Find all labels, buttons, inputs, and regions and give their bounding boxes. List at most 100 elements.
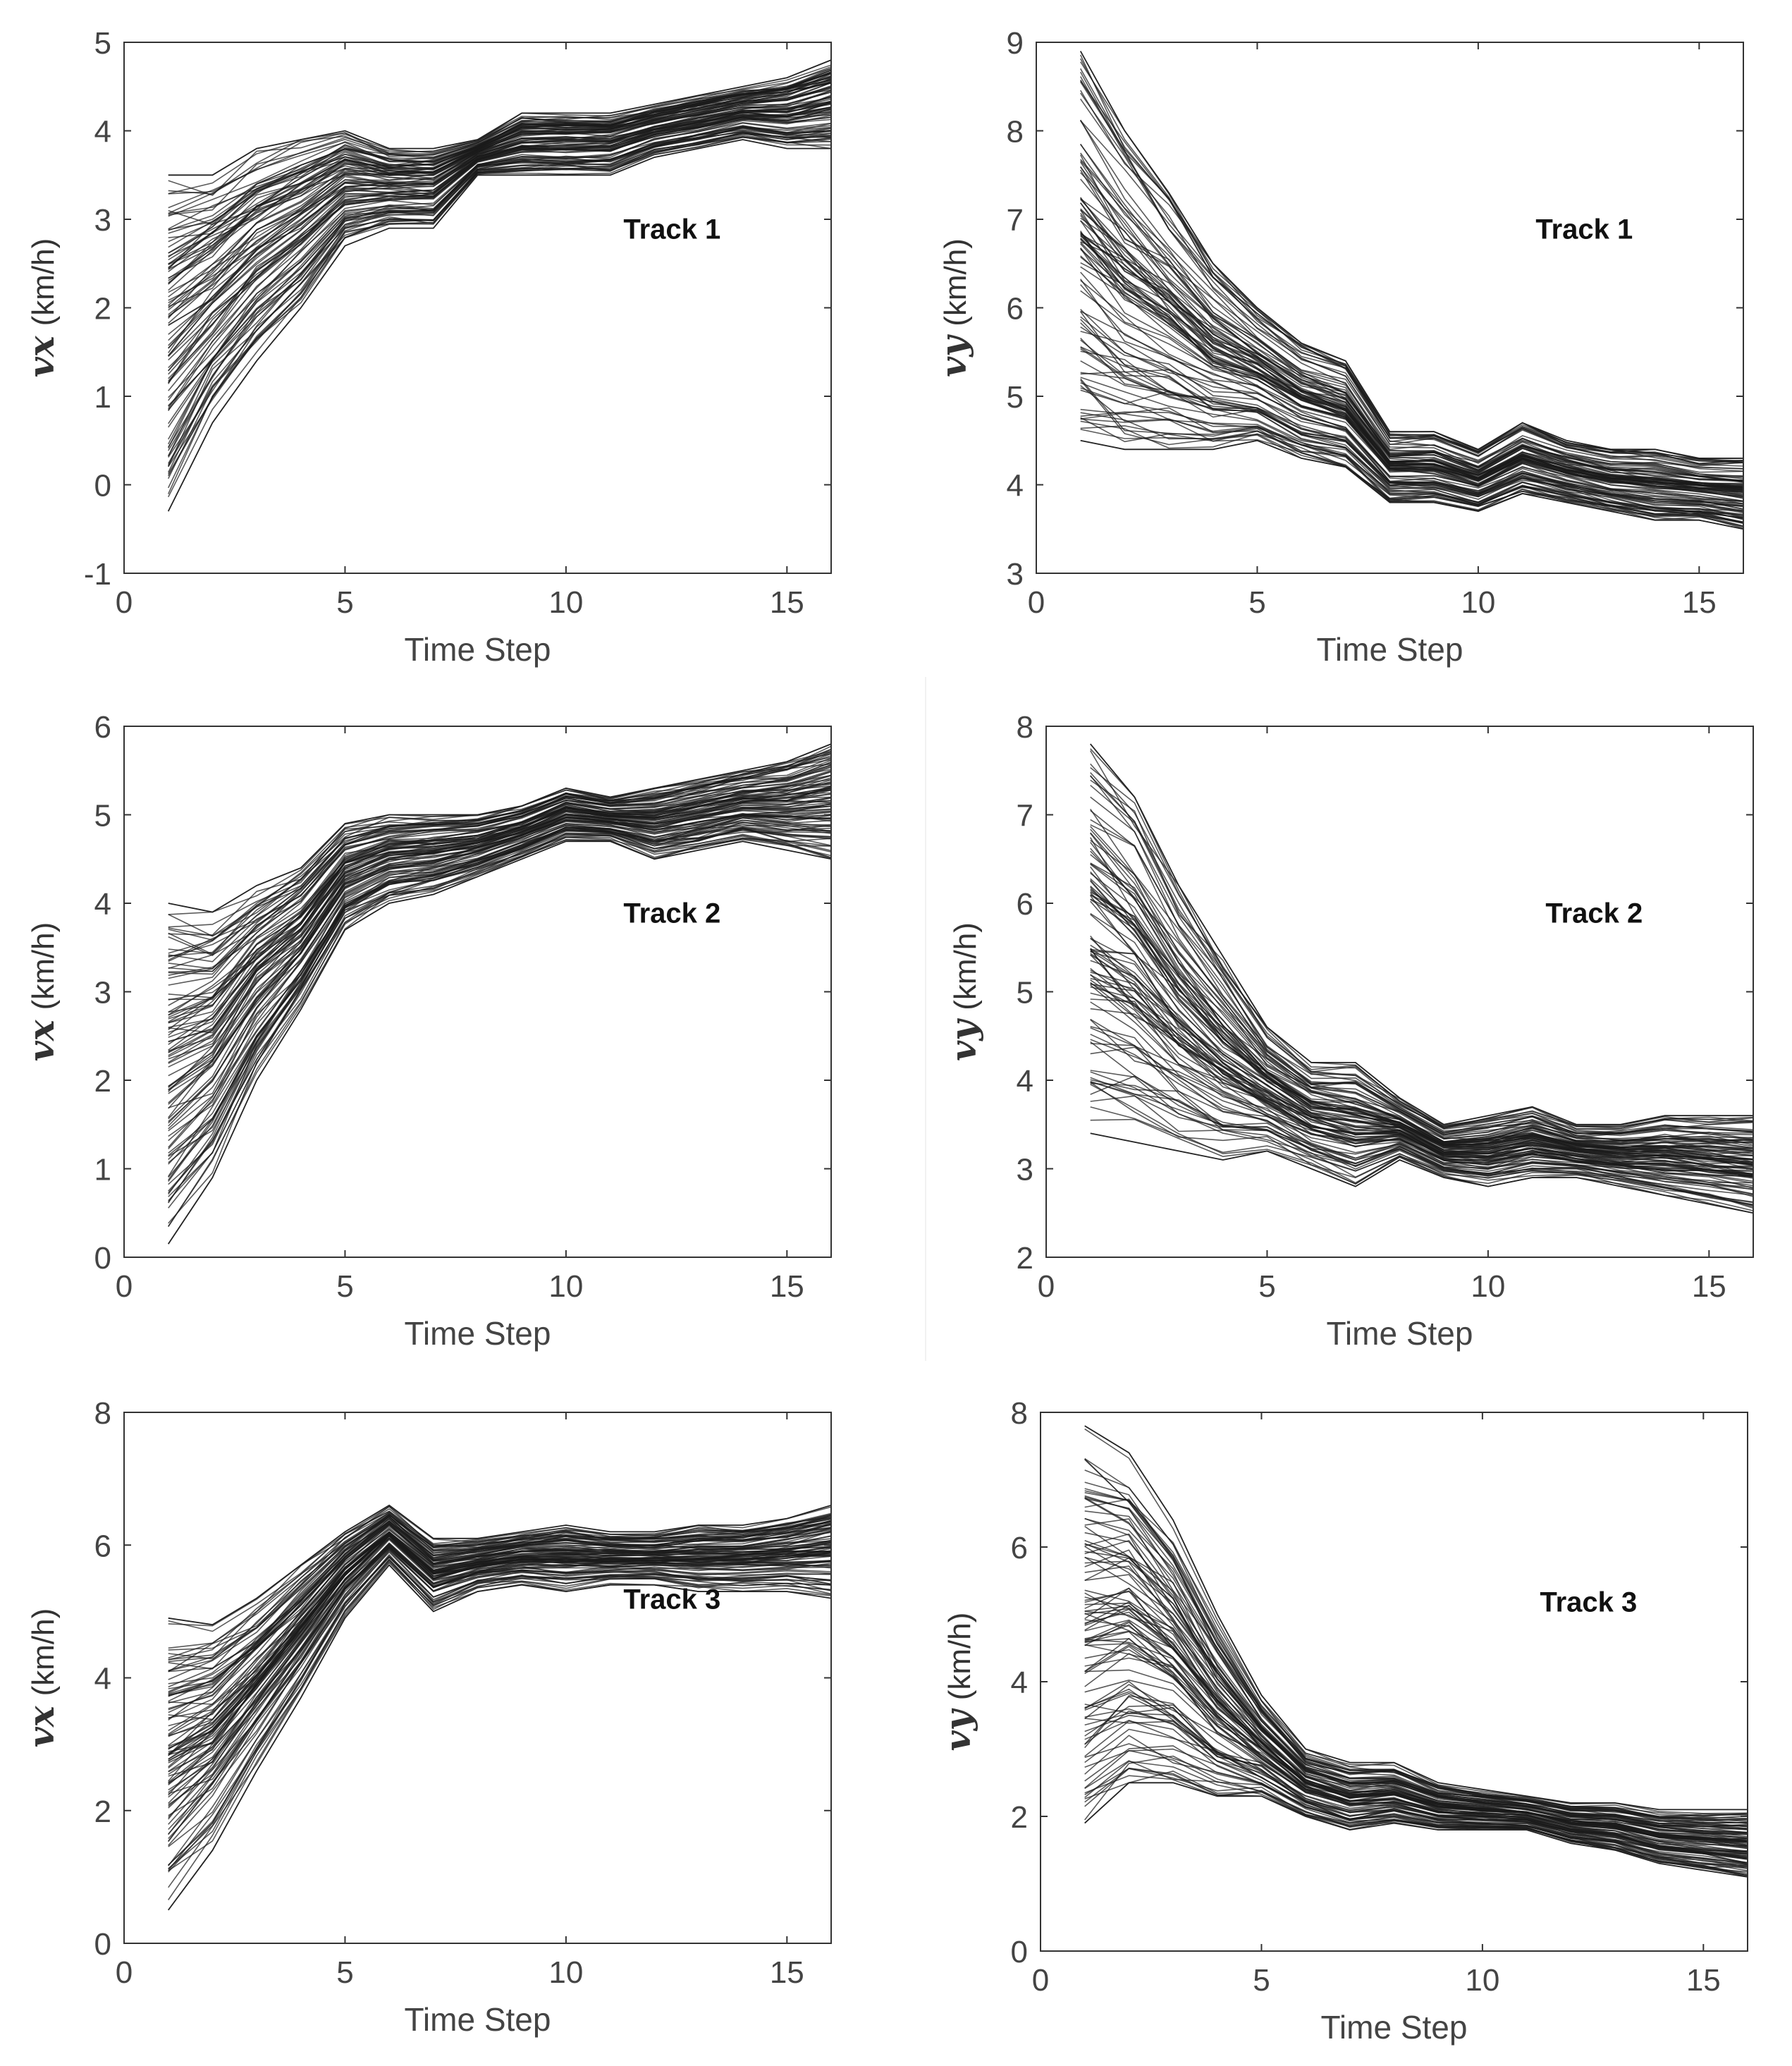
x-tick-label: 10	[548, 1269, 583, 1304]
y-tick-label: 4	[94, 887, 111, 922]
y-tick-label: 6	[1007, 292, 1024, 326]
track-annotation: Track 3	[1540, 1587, 1637, 1618]
series-line	[168, 1531, 831, 1731]
series-line	[168, 73, 831, 195]
y-tick-label: 3	[1007, 557, 1024, 592]
series-line	[1084, 1720, 1748, 1864]
series-line	[1090, 953, 1753, 1165]
series-line	[168, 1532, 831, 1760]
y-tick-label: 3	[94, 203, 111, 238]
y-tick-label: 6	[94, 710, 111, 745]
series-line	[1080, 310, 1743, 508]
series-line	[1090, 1041, 1753, 1188]
series-line	[168, 96, 831, 357]
y-tick-label: 1	[94, 1153, 111, 1187]
x-tick-label: 15	[1692, 1269, 1726, 1304]
series-line	[168, 108, 831, 372]
x-tick-label: 15	[1686, 1963, 1721, 1998]
chart-vy-track1: 0 5 10 15 3 4 5 6 7 8 9 Time Step vy(km/h) Track 1	[933, 26, 1744, 668]
y-tick-label: 7	[1017, 799, 1033, 833]
series-line	[168, 106, 831, 335]
series-line	[1090, 982, 1753, 1173]
series-line	[1084, 1631, 1748, 1847]
series-line	[1090, 1081, 1753, 1209]
x-axis-label: Time Step	[1317, 631, 1463, 668]
series-group	[167, 59, 831, 512]
series-line	[168, 1545, 831, 1825]
track-annotation: Track 2	[623, 898, 720, 929]
series-line	[1080, 98, 1743, 465]
series-line	[168, 122, 831, 406]
series-line	[168, 1551, 831, 1846]
x-tick-label: 5	[1253, 1963, 1270, 1998]
series-line	[1080, 309, 1743, 502]
x-tick-label: 5	[336, 1955, 353, 1990]
y-tick-label: 3	[1017, 1153, 1033, 1187]
series-line	[1084, 1518, 1748, 1835]
x-tick-label: 10	[548, 1955, 583, 1990]
y-tick-label: 5	[94, 799, 111, 833]
x-tick-label: 5	[336, 1269, 353, 1304]
y-tick-label: 4	[1007, 469, 1024, 503]
series-line	[1080, 256, 1743, 491]
track-annotation: Track 2	[1545, 898, 1643, 929]
series-line	[1090, 898, 1753, 1161]
y-tick-label: 1	[94, 380, 111, 415]
series-line-envelope	[167, 1564, 831, 1911]
series-line	[1080, 178, 1743, 485]
series-line	[168, 1506, 831, 1672]
series-line	[1080, 198, 1743, 486]
series-line	[168, 1529, 831, 1747]
series-line	[168, 836, 831, 1209]
series-line	[168, 805, 831, 1091]
series-line	[168, 80, 831, 270]
x-axis-label: Time Step	[405, 2001, 551, 2038]
series-line	[168, 1505, 831, 1659]
series-line	[1084, 1601, 1748, 1840]
series-line	[168, 1516, 831, 1692]
series-line	[168, 814, 831, 1105]
y-tick-label: 8	[1017, 710, 1033, 745]
y-tick-label: 2	[94, 1064, 111, 1099]
series-line	[168, 82, 831, 285]
x-axis-label: Time Step	[405, 631, 551, 668]
series-line	[168, 787, 831, 1051]
series-line	[1084, 1684, 1748, 1864]
x-axis-label: Time Step	[1327, 1315, 1473, 1352]
x-tick-label: 10	[1461, 585, 1495, 620]
x-tick-label: 15	[770, 585, 804, 620]
series-line	[168, 1537, 831, 1752]
series-line	[1084, 1743, 1748, 1868]
series-line	[168, 133, 831, 475]
series-line	[168, 68, 831, 258]
plot-area	[124, 1412, 831, 1943]
series-line	[168, 126, 831, 466]
x-tick-label: 0	[116, 1955, 133, 1990]
series-group	[167, 1504, 831, 1911]
track-annotation: Track 3	[623, 1584, 720, 1615]
series-line	[168, 817, 831, 1142]
series-line	[168, 755, 831, 975]
y-tick-label: -1	[84, 557, 111, 592]
x-tick-label: 15	[770, 1269, 804, 1304]
series-line	[1080, 161, 1743, 482]
x-tick-label: 0	[116, 1269, 133, 1304]
series-group	[1084, 1425, 1748, 1878]
y-tick-label: 5	[94, 26, 111, 61]
series-line	[1084, 1638, 1748, 1852]
series-line	[168, 94, 831, 341]
series-line	[1080, 172, 1743, 477]
chart-vy-track2: 0 5 10 15 2 3 4 5 6 7 8 Time Step vy(km/h) Track 2	[943, 710, 1754, 1352]
series-line	[1080, 81, 1743, 463]
series-line	[168, 762, 831, 1006]
y-tick-label: 9	[1007, 26, 1024, 61]
series-line	[168, 1514, 831, 1651]
y-tick-label: 8	[1011, 1396, 1028, 1431]
panel-divider	[925, 677, 926, 1361]
series-line	[168, 122, 831, 412]
y-tick-label: 6	[94, 1529, 111, 1563]
series-line	[168, 787, 831, 1064]
y-tick-label: 8	[1007, 115, 1024, 149]
series-line	[1090, 1082, 1753, 1206]
series-line	[168, 126, 831, 458]
